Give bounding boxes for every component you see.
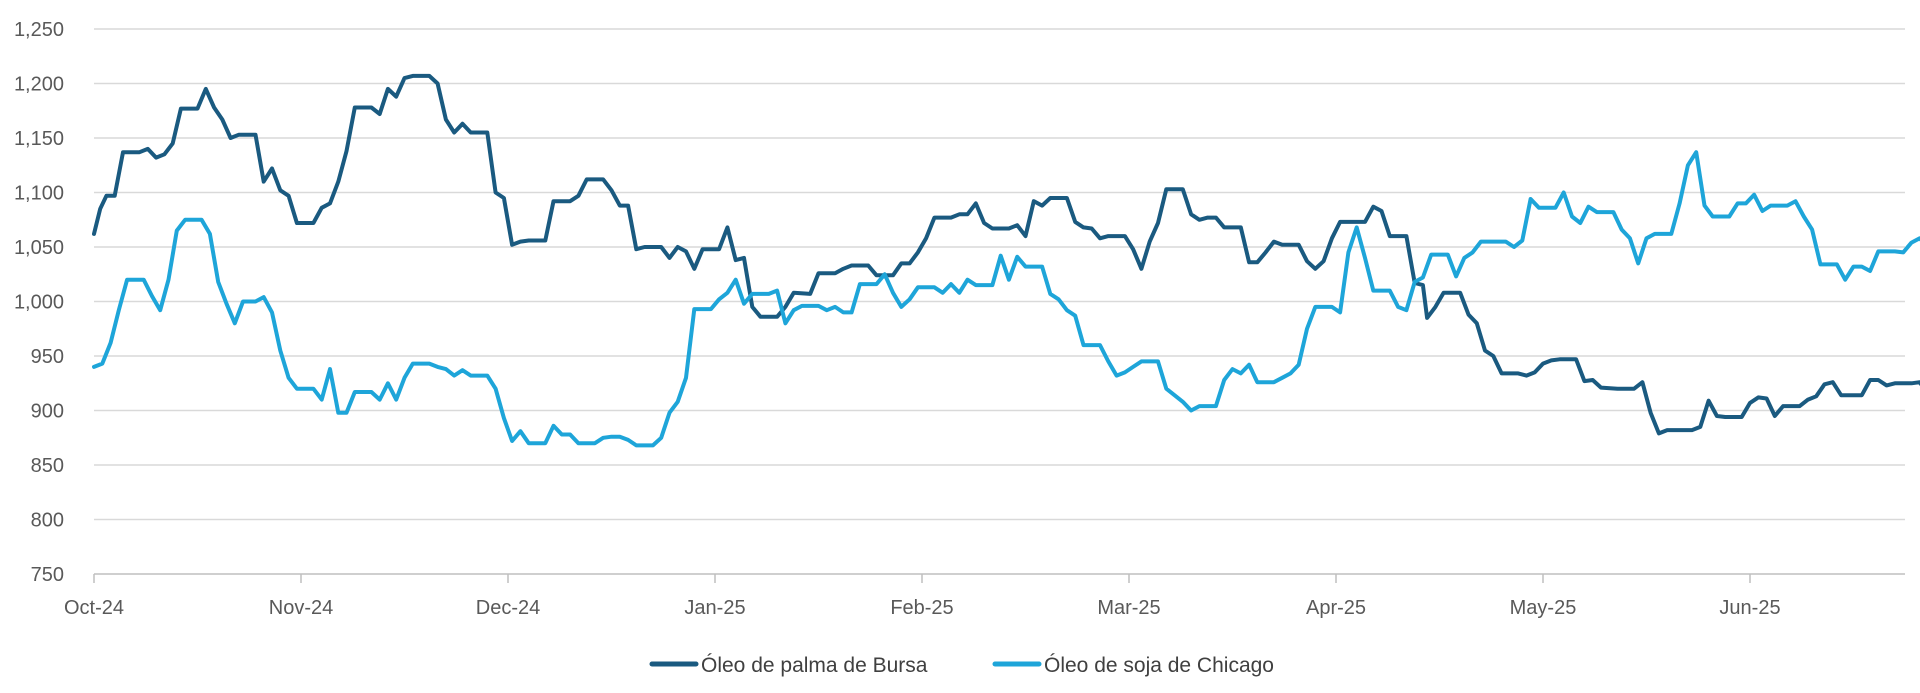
x-tick-label: Dec-24 — [476, 597, 540, 619]
gridlines — [94, 28, 1905, 521]
legend: Óleo de palma de Bursa Óleo de soja de C… — [649, 654, 1274, 677]
y-tick-label: 750 — [31, 564, 64, 586]
y-tick-label: 1,050 — [14, 237, 64, 259]
x-tick-label: Feb-25 — [890, 597, 953, 619]
legend-item-soy: Óleo de soja de Chicago — [992, 654, 1274, 677]
legend-label-soy: Óleo de soja de Chicago — [1044, 654, 1274, 677]
x-tick-label: Mar-25 — [1097, 597, 1160, 619]
y-tick-label: 1,100 — [14, 183, 64, 205]
x-tick-label: Apr-25 — [1306, 597, 1366, 619]
y-tick-label: 800 — [31, 510, 64, 532]
y-tick-label: 1,000 — [14, 292, 64, 314]
series-line-palm — [92, 73, 1920, 436]
x-tick-label: May-25 — [1510, 597, 1577, 619]
y-tick-label: 850 — [31, 455, 64, 477]
x-axis: Oct-24 Nov-24 Dec-24 Jan-25 Feb-25 Mar-25 Apr-… — [64, 573, 1905, 619]
series-lines — [92, 73, 1920, 448]
y-tick-label: 1,250 — [14, 19, 64, 41]
y-axis-tick-labels: 750 800 850 900 950 1,000 1,050 1,100 1,150 1,200… — [14, 19, 64, 586]
y-tick-label: 1,200 — [14, 74, 64, 96]
x-tick-label: Oct-24 — [64, 597, 124, 619]
y-tick-label: 900 — [31, 401, 64, 423]
x-tick-label: Jun-25 — [1719, 597, 1780, 619]
legend-item-palm: Óleo de palma de Bursa — [649, 654, 928, 677]
y-tick-label: 950 — [31, 346, 64, 368]
series-line-soy — [92, 150, 1920, 448]
x-tick-label: Nov-24 — [269, 597, 333, 619]
x-tick-label: Jan-25 — [684, 597, 745, 619]
legend-label-palm: Óleo de palma de Bursa — [701, 654, 928, 677]
y-tick-label: 1,150 — [14, 128, 64, 150]
